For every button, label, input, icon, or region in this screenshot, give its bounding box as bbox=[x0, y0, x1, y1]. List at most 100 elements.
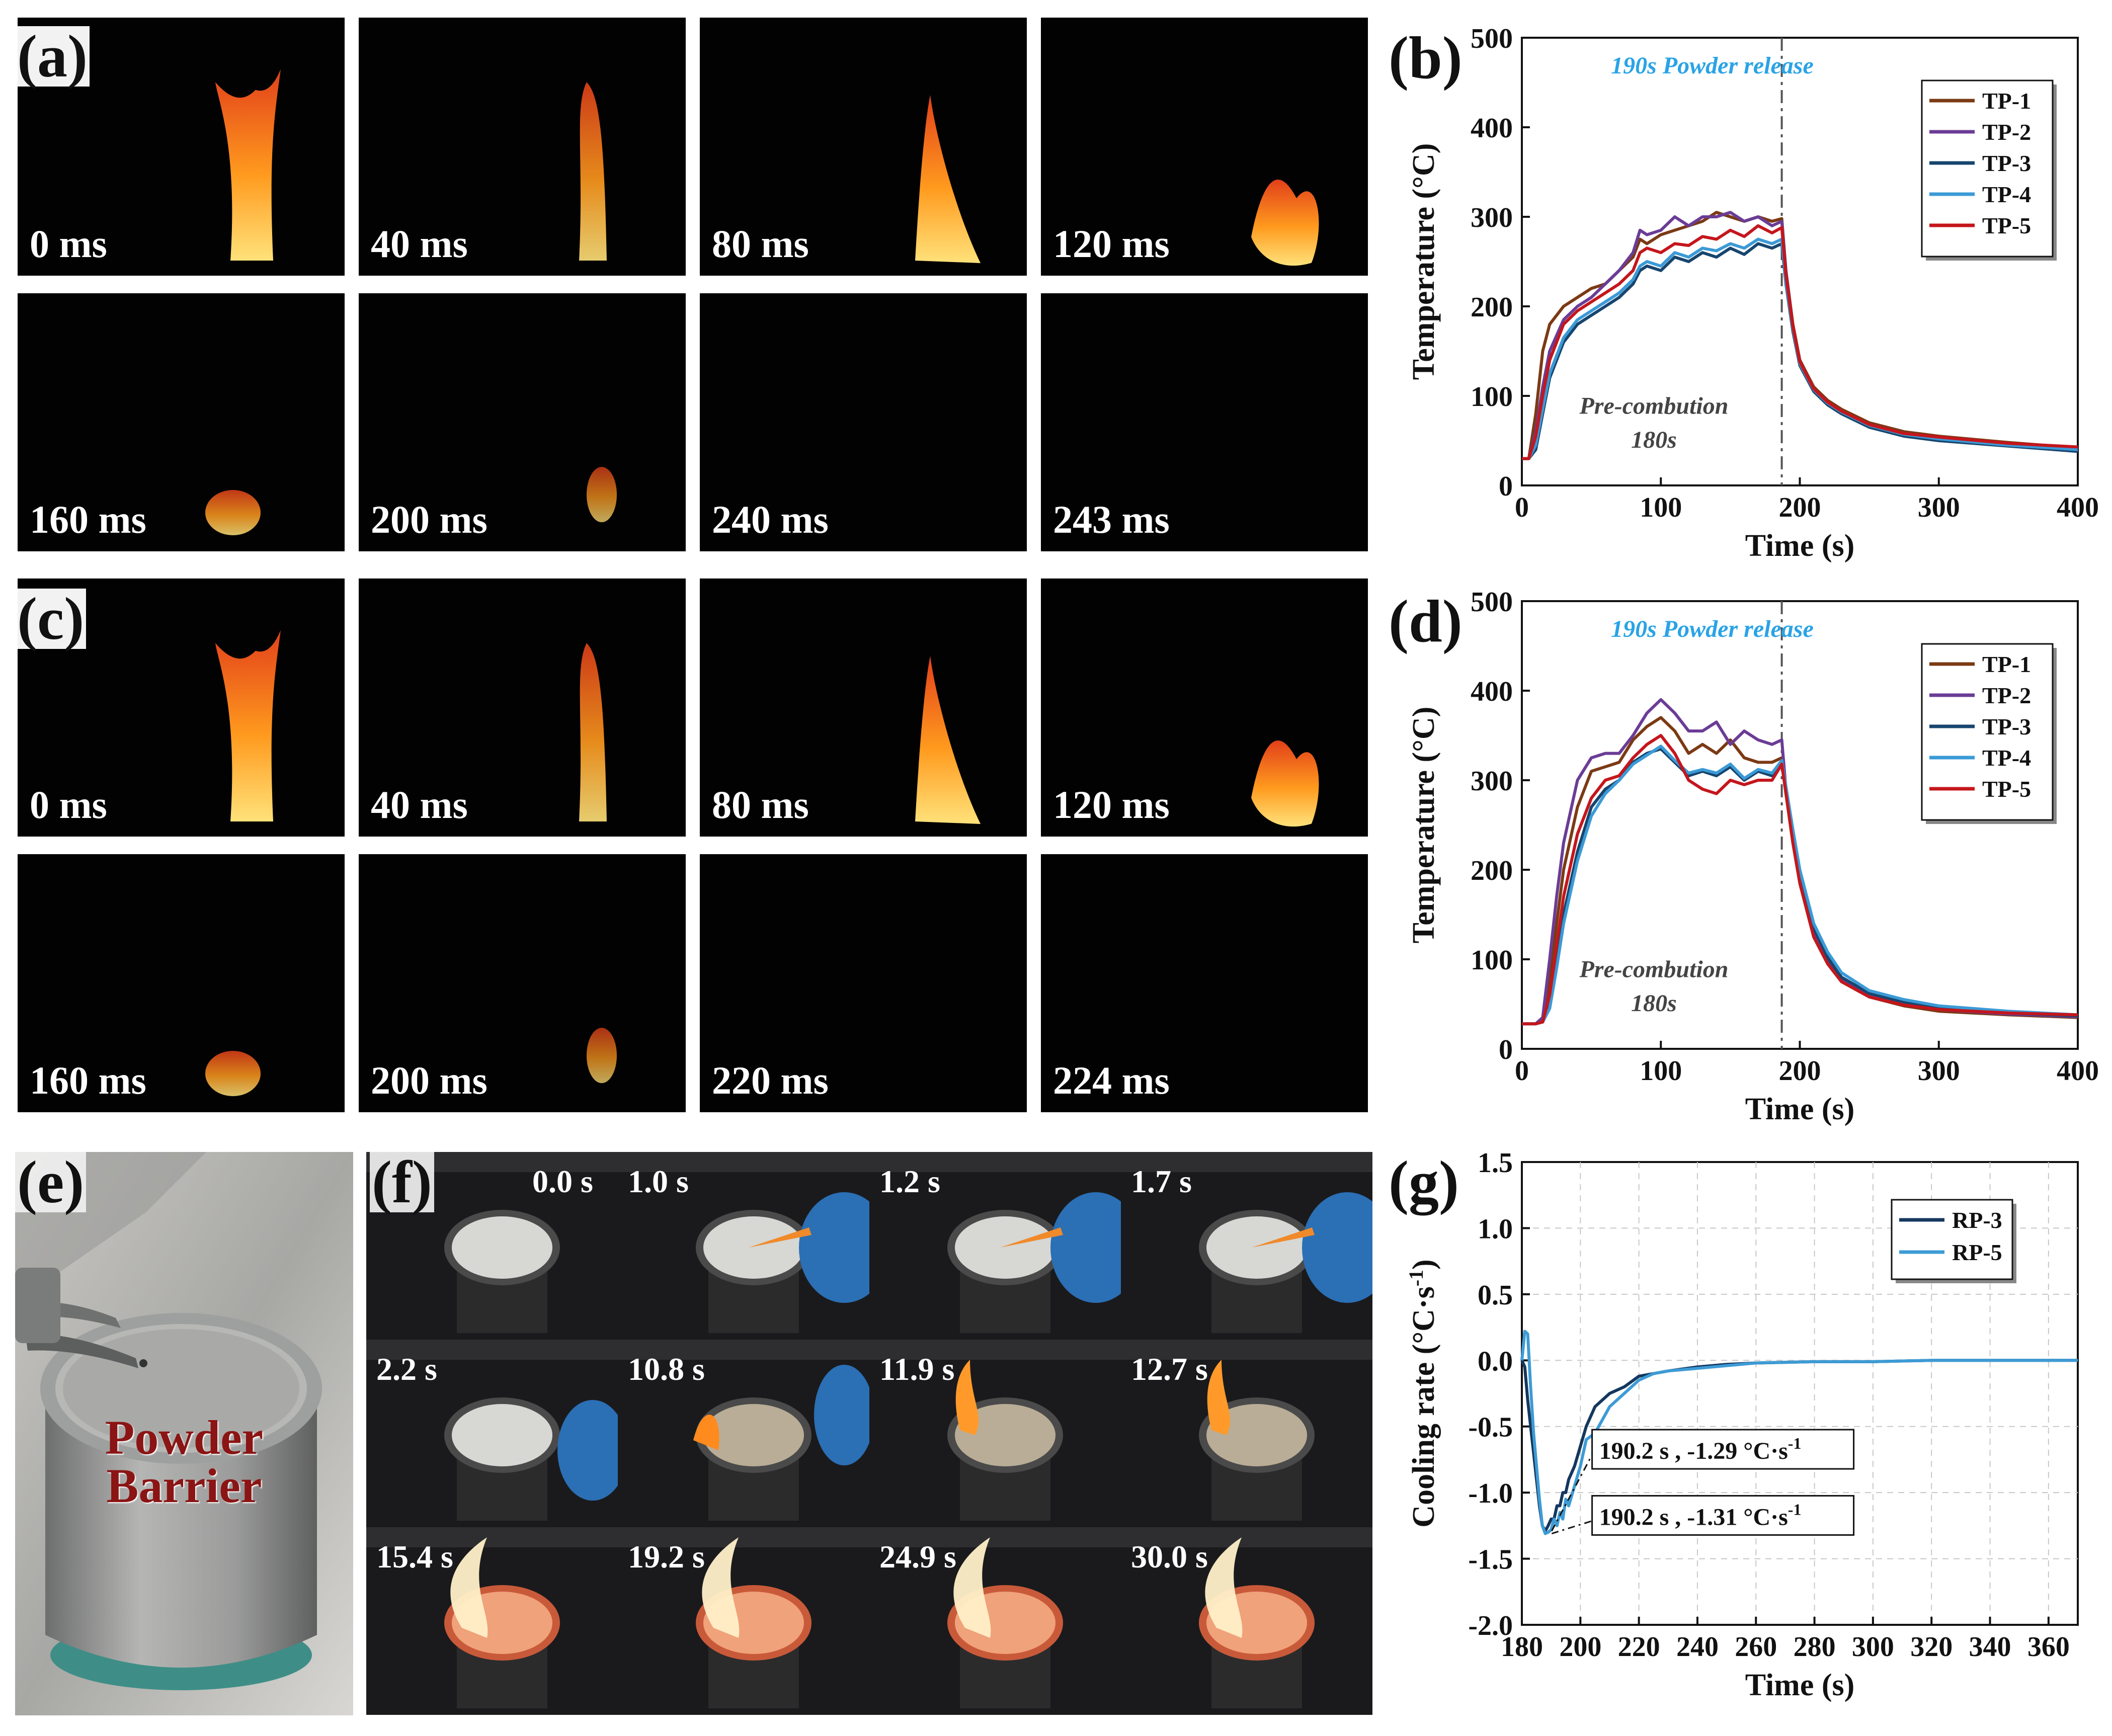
flame-frame: 243 ms bbox=[1041, 293, 1368, 551]
series-line-rp-5 bbox=[1520, 1330, 2078, 1535]
x-tick-label: 100 bbox=[1640, 492, 1682, 523]
powder-frame: 15.4 s bbox=[366, 1527, 618, 1715]
panel-label-f: (f) bbox=[370, 1152, 434, 1212]
flame-image bbox=[215, 69, 281, 261]
powder-frame: 10.8 s bbox=[618, 1340, 869, 1527]
x-tick-label: 200 bbox=[1779, 492, 1821, 523]
y-tick-label: 0.0 bbox=[1478, 1346, 1513, 1377]
y-tick-label: 400 bbox=[1471, 676, 1513, 707]
series-line-tp-3 bbox=[1522, 242, 2078, 460]
frame-time-label: 40 ms bbox=[371, 783, 468, 826]
frame-time-label: 0 ms bbox=[30, 783, 107, 826]
powder-frame: 19.2 s bbox=[618, 1527, 869, 1715]
flame-frame: 200 ms bbox=[359, 293, 686, 551]
x-axis-label: Time (s) bbox=[1745, 1092, 1855, 1126]
legend-entry: RP-5 bbox=[1952, 1239, 2002, 1265]
frame-time-label: 0.0 s bbox=[532, 1164, 593, 1199]
powder-frame-image bbox=[1121, 1152, 1372, 1340]
panel-label-b: (b) bbox=[1389, 24, 1463, 91]
panel-label-c: (c) bbox=[15, 589, 87, 649]
frame-time-label: 200 ms bbox=[371, 498, 488, 541]
flame-image bbox=[915, 655, 981, 824]
panel-label-d: (d) bbox=[1389, 588, 1463, 654]
y-tick-label: 400 bbox=[1471, 113, 1513, 144]
annotation-box bbox=[1591, 1495, 1855, 1536]
x-tick-label: 340 bbox=[1969, 1631, 2011, 1663]
legend-entry: TP-2 bbox=[1982, 119, 2031, 145]
frame-time-label: 2.2 s bbox=[376, 1351, 437, 1387]
frame-time-label: 240 ms bbox=[712, 498, 829, 541]
flame-image bbox=[579, 643, 607, 821]
y-axis-label: Temperature (°C) bbox=[1407, 707, 1441, 944]
frame-time-label: 1.2 s bbox=[879, 1164, 940, 1199]
legend-box bbox=[1891, 1199, 2013, 1280]
legend-entry: TP-1 bbox=[1982, 651, 2031, 677]
y-tick-label: 500 bbox=[1471, 587, 1513, 618]
series-line-tp-5 bbox=[1522, 734, 2078, 1026]
x-tick-label: 240 bbox=[1676, 1631, 1719, 1663]
powder-frame-image bbox=[869, 1152, 1121, 1340]
flame-image bbox=[915, 95, 981, 263]
panel-label-a: (a) bbox=[15, 26, 90, 87]
panel-label-e: (e) bbox=[15, 1152, 87, 1212]
annotation-text: 190.2 s , -1.29 °C·s-1 bbox=[1599, 1434, 1802, 1464]
x-tick-label: 280 bbox=[1794, 1631, 1836, 1663]
panel-label-g: (g) bbox=[1389, 1148, 1459, 1216]
y-tick-label: 100 bbox=[1471, 381, 1513, 412]
frame-time-label: 243 ms bbox=[1053, 498, 1170, 541]
y-tick-label: -0.5 bbox=[1468, 1412, 1513, 1443]
x-tick-label: 220 bbox=[1618, 1631, 1660, 1663]
flame-frame: 240 ms bbox=[700, 293, 1027, 551]
legend-entry: TP-4 bbox=[1982, 745, 2031, 771]
powder-frame: 1.7 s bbox=[1121, 1152, 1372, 1340]
flame-image bbox=[205, 490, 261, 536]
legend-box bbox=[1921, 643, 2054, 821]
flame-frame: 200 ms bbox=[359, 854, 686, 1112]
powder-frame: 11.9 s bbox=[869, 1340, 1121, 1527]
series-line-tp-4 bbox=[1522, 237, 2078, 460]
frame-time-label: 1.7 s bbox=[1131, 1164, 1192, 1199]
y-tick-label: -1.5 bbox=[1468, 1544, 1513, 1576]
x-tick-label: 0 bbox=[1515, 1055, 1529, 1087]
pre-combustion-annotation: Pre-combution bbox=[1579, 956, 1728, 983]
frame-time-label: 120 ms bbox=[1053, 783, 1170, 826]
x-axis-label: Time (s) bbox=[1745, 1668, 1855, 1702]
flame-image bbox=[587, 467, 617, 523]
powder-frame-image bbox=[618, 1152, 869, 1340]
powder-frame: 2.2 s bbox=[366, 1340, 618, 1527]
x-tick-label: 200 bbox=[1559, 1631, 1601, 1663]
y-tick-label: 200 bbox=[1471, 292, 1513, 323]
y-tick-label: 100 bbox=[1471, 945, 1513, 976]
y-tick-label: -1.0 bbox=[1468, 1478, 1513, 1509]
x-tick-label: 260 bbox=[1735, 1631, 1777, 1663]
x-tick-label: 300 bbox=[1918, 1055, 1960, 1087]
powder-frame: 24.9 s bbox=[869, 1527, 1121, 1715]
powder-frame: 1.2 s bbox=[869, 1152, 1121, 1340]
frame-time-label: 12.7 s bbox=[1131, 1351, 1208, 1387]
legend-entry: TP-3 bbox=[1982, 150, 2031, 176]
y-axis-label: Cooling rate (°C·s-1) bbox=[1405, 1259, 1441, 1527]
panel-f-image-grid: 0.0 s 1.0 s 1.2 s 1.7 s 2.2 s 10.8 s 11.9 s 12.… bbox=[366, 1152, 1372, 1715]
x-axis-label: Time (s) bbox=[1745, 529, 1855, 563]
y-tick-label: 200 bbox=[1471, 855, 1513, 886]
powder-frame-image bbox=[1121, 1340, 1372, 1527]
series-line-tp-4 bbox=[1522, 745, 2078, 1026]
flame-image bbox=[205, 1051, 261, 1097]
y-axis-label: Temperature (°C) bbox=[1407, 143, 1441, 380]
y-tick-label: 1.5 bbox=[1478, 1147, 1513, 1179]
frame-time-label: 24.9 s bbox=[879, 1539, 956, 1575]
flame-frame: 40 ms bbox=[359, 578, 686, 837]
series-line-tp-5 bbox=[1522, 224, 2078, 460]
series-line-tp-3 bbox=[1522, 747, 2078, 1026]
y-tick-label: 0 bbox=[1499, 1034, 1513, 1065]
flame-frame: 160 ms bbox=[18, 293, 345, 551]
temperature-chart-b: 0 100 200 300 400 0 100 200 300 400 500 Time (s) Tem… bbox=[1389, 23, 2099, 563]
y-tick-label: 500 bbox=[1471, 23, 1513, 54]
frame-time-label: 10.8 s bbox=[628, 1351, 705, 1387]
powder-frame-image bbox=[618, 1527, 869, 1715]
x-tick-label: 300 bbox=[1852, 1631, 1894, 1663]
temperature-chart-d: 0 100 200 300 400 0 100 200 300 400 500 Time (s) Tem… bbox=[1389, 587, 2099, 1126]
powder-release-annotation: 190s Powder release bbox=[1611, 616, 1814, 642]
legend-entry: RP-3 bbox=[1952, 1207, 2002, 1233]
flame-frame: 120 ms bbox=[1041, 18, 1368, 276]
